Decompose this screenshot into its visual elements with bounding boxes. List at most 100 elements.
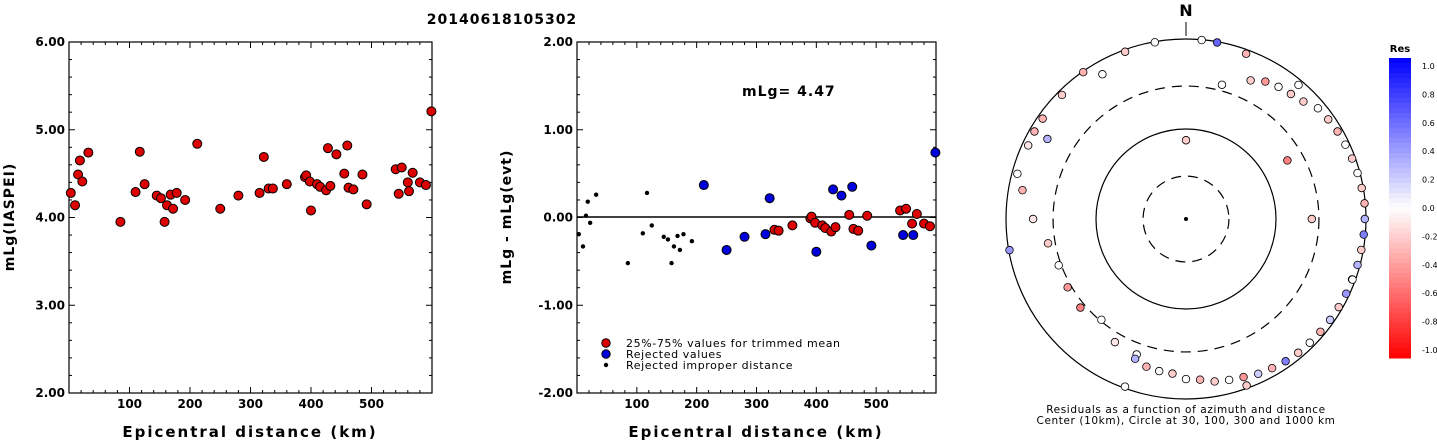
colorbar-segment	[1389, 188, 1411, 194]
colorbar-segment	[1389, 293, 1411, 299]
rejected-point	[908, 230, 919, 241]
azimuth-point	[1043, 239, 1053, 248]
colorbar-segment	[1389, 283, 1411, 289]
station-point	[342, 140, 353, 151]
colorbar-segment	[1389, 248, 1411, 254]
azimuth-point	[1212, 38, 1222, 47]
station-point	[393, 188, 404, 199]
station-point	[192, 138, 203, 149]
azimuth-point	[1079, 67, 1088, 77]
colorbar-segment	[1389, 103, 1411, 109]
colorbar-segment	[1389, 223, 1411, 229]
station-point	[925, 221, 936, 232]
rejected-point	[698, 180, 709, 191]
colorbar-segment	[1389, 158, 1411, 164]
station-point	[911, 208, 922, 219]
azimuth-point	[1057, 90, 1067, 100]
colorbar-tick-label: -1.0	[1422, 346, 1437, 355]
azimuth-point	[1353, 168, 1362, 178]
improper-distance-point	[580, 244, 586, 249]
station-point	[180, 194, 191, 205]
colorbar-tick-label: 0.4	[1422, 147, 1435, 156]
azimuth-point	[1274, 82, 1283, 92]
azimuth-point	[1334, 302, 1343, 312]
azimuth-point	[1324, 115, 1333, 124]
epicenter-marker	[1184, 217, 1188, 221]
azimuth-point	[1018, 185, 1027, 195]
y-tick-label: -2.00	[538, 386, 573, 400]
colorbar-segment	[1389, 268, 1411, 274]
azimuth-point	[1038, 114, 1047, 123]
station-point	[258, 151, 269, 162]
station-point	[402, 177, 413, 188]
station-point	[357, 169, 368, 180]
x-tick-label: 500	[359, 397, 384, 411]
azimuth-point	[1357, 245, 1366, 255]
y-tick-label: 5.00	[35, 123, 65, 137]
colorbar-segment	[1389, 218, 1411, 224]
distance-ring	[1142, 175, 1230, 263]
station-point	[339, 168, 350, 179]
station-point	[325, 180, 336, 191]
colorbar-segment	[1389, 163, 1411, 169]
colorbar-segment	[1389, 143, 1411, 149]
residual-colorbar: Res 1.0 0.8 0.6 0.4 0.2 0.0 -0.2 -0.4 -0.6 -0.8 -1…	[1389, 44, 1437, 359]
azimuth-point	[1097, 315, 1106, 325]
north-label: N	[1179, 1, 1192, 20]
rejected-point	[760, 229, 771, 240]
station-point	[907, 218, 918, 229]
colorbar-segment	[1389, 253, 1411, 259]
colorbar-tick-label: 0.8	[1422, 90, 1435, 99]
y-tick-label: 0.00	[543, 211, 573, 225]
azimuth-point	[1024, 141, 1033, 150]
azimuth-point	[1347, 154, 1357, 163]
improper-distance-point	[625, 260, 631, 266]
colorbar-segment	[1389, 318, 1411, 324]
azimuth-point	[1267, 363, 1277, 373]
station-point	[348, 184, 359, 195]
azimuth-point	[1241, 49, 1251, 58]
azimuth-point	[1360, 214, 1370, 224]
legend-label: Rejected values	[626, 348, 722, 361]
station-point	[773, 225, 784, 236]
station-point	[862, 210, 873, 221]
station-point	[281, 179, 292, 190]
colorbar-segment	[1389, 108, 1411, 114]
rejected-point	[866, 240, 877, 251]
colorbar-segment	[1389, 88, 1411, 94]
improper-distance-point	[583, 213, 589, 218]
station-point	[159, 216, 170, 227]
station-point	[233, 190, 244, 201]
azimuth-point	[1043, 134, 1052, 144]
azimuth-point	[1130, 354, 1140, 364]
azimuth-point	[1294, 348, 1303, 357]
colorbar-segment	[1389, 258, 1411, 264]
station-point	[396, 162, 407, 173]
improper-distance-point	[677, 247, 683, 253]
azimuth-point	[1217, 80, 1227, 89]
improper-distance-point	[576, 231, 581, 237]
azimuth-point	[1313, 104, 1323, 113]
rejected-point	[930, 147, 941, 158]
colorbar-segment	[1389, 328, 1411, 334]
panel1-xlabel: Epicentral distance (km)	[122, 423, 377, 441]
improper-distance-point	[640, 231, 646, 236]
colorbar-segment	[1389, 68, 1411, 74]
rejected-point	[828, 184, 839, 195]
colorbar-segment	[1389, 333, 1411, 339]
azimuth-point	[1120, 382, 1130, 391]
station-point	[830, 222, 841, 233]
station-point	[168, 203, 179, 214]
azimuth-point	[1316, 327, 1325, 336]
azimuth-point	[1357, 183, 1366, 193]
azimuth-point	[1098, 70, 1107, 79]
azimuth-point	[1013, 169, 1022, 179]
azimuth-point	[1299, 97, 1308, 106]
panel1-frame	[68, 41, 433, 394]
x-tick-label: 400	[804, 397, 829, 411]
azimuth-point	[1294, 80, 1303, 90]
station-point	[65, 187, 76, 198]
station-point	[331, 149, 342, 160]
station-point	[853, 225, 864, 236]
y-tick-label: 6.00	[35, 35, 65, 49]
